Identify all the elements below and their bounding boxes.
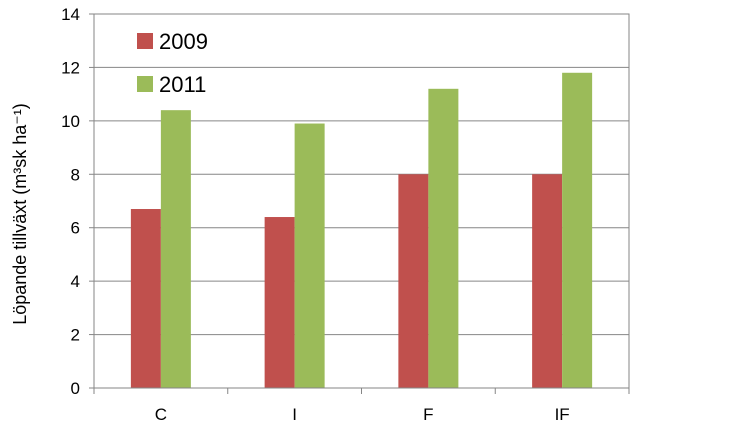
legend: 2009 2011 xyxy=(137,29,208,97)
bar-2011-C xyxy=(160,110,191,389)
bar-2011-I xyxy=(294,123,325,389)
legend-swatch-2011 xyxy=(137,76,153,92)
bar-2009-F xyxy=(398,174,429,388)
bars xyxy=(130,72,593,389)
legend-label-2011: 2011 xyxy=(159,72,206,97)
bar-2009-IF xyxy=(532,174,563,388)
y-tick-labels: 0 2 4 6 8 10 12 14 xyxy=(61,5,80,398)
x-tick-label: IF xyxy=(555,405,570,424)
y-tick-label: 6 xyxy=(71,219,80,238)
y-tick-label: 2 xyxy=(71,326,80,345)
y-axis-label: Löpande tillväxt (m³sk ha⁻¹) xyxy=(10,103,30,325)
legend-label-2009: 2009 xyxy=(159,29,208,54)
bar-2009-I xyxy=(264,217,295,388)
y-tick-label: 4 xyxy=(71,272,80,291)
legend-swatch-2009 xyxy=(137,33,153,49)
y-tick-label: 12 xyxy=(61,58,80,77)
x-tick-label: I xyxy=(292,405,297,424)
bar-2011-F xyxy=(428,88,459,389)
x-tick-label: F xyxy=(423,405,433,424)
y-tick-label: 8 xyxy=(71,165,80,184)
y-tick-label: 10 xyxy=(61,112,80,131)
y-tick-label: 14 xyxy=(61,5,80,24)
x-tick-labels: C I F IF xyxy=(155,405,570,424)
x-tick-label: C xyxy=(155,405,167,424)
bar-2009-C xyxy=(130,209,161,388)
bar-2011-IF xyxy=(562,72,593,389)
axes xyxy=(89,13,630,394)
y-tick-label: 0 xyxy=(71,379,80,398)
